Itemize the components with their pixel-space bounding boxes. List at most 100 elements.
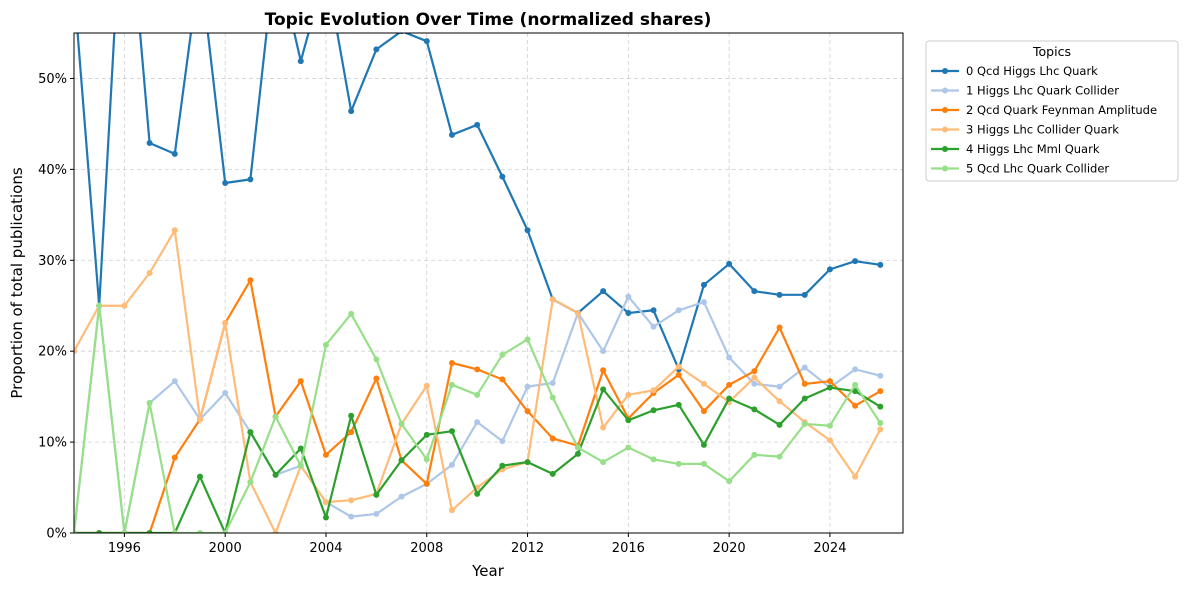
data-point <box>574 310 581 316</box>
data-point <box>726 478 733 485</box>
data-point <box>423 480 430 487</box>
x-tick-label: 2024 <box>813 541 846 556</box>
data-point <box>801 380 808 387</box>
data-point <box>448 507 455 514</box>
data-point <box>474 490 481 497</box>
data-point <box>247 429 254 436</box>
data-point <box>146 530 153 533</box>
legend-marker <box>942 68 948 74</box>
data-point <box>826 437 833 444</box>
data-point <box>373 356 380 363</box>
data-point <box>272 530 279 533</box>
x-tick-label: 2000 <box>209 541 242 556</box>
data-point <box>877 403 884 410</box>
data-point <box>650 456 657 463</box>
data-point <box>297 378 304 385</box>
y-tick-label: 40% <box>38 163 67 178</box>
legend-marker <box>942 87 948 94</box>
data-point <box>625 444 632 451</box>
data-point <box>700 380 707 387</box>
data-point <box>499 351 506 358</box>
grid <box>74 33 903 534</box>
data-point <box>146 400 153 406</box>
data-point <box>524 336 531 343</box>
data-point <box>74 530 77 533</box>
data-point <box>474 121 481 128</box>
data-point <box>600 386 607 393</box>
data-point <box>877 261 884 268</box>
data-point <box>600 367 607 374</box>
data-point <box>171 227 178 234</box>
series-3 <box>74 227 884 533</box>
data-point <box>171 378 178 385</box>
series-4 <box>74 384 884 533</box>
data-point <box>398 420 405 427</box>
data-point <box>297 58 304 65</box>
data-point <box>751 380 758 387</box>
data-point <box>448 461 455 468</box>
data-point <box>574 444 581 451</box>
data-point <box>852 402 859 409</box>
legend-item: 5 Qcd Lhc Quark Collider <box>931 162 1109 176</box>
series-layer <box>74 33 884 533</box>
legend-item: 3 Higgs Lhc Collider Quark <box>931 123 1119 137</box>
data-point <box>625 391 632 398</box>
data-point <box>348 497 355 504</box>
data-point <box>700 281 707 288</box>
data-point <box>348 412 355 419</box>
data-point <box>373 510 380 517</box>
data-point <box>272 413 279 420</box>
plot-frame <box>73 32 904 534</box>
data-point <box>398 457 405 464</box>
legend: Topics 0 Qcd Higgs Lhc Quark 1 Higgs Lhc … <box>925 40 1179 182</box>
x-tick-label: 2012 <box>511 541 544 556</box>
data-point <box>751 451 758 458</box>
data-point <box>625 417 632 424</box>
data-point <box>247 277 254 284</box>
data-point <box>297 445 304 452</box>
data-point <box>625 310 632 316</box>
y-tick-label: 50% <box>38 72 67 87</box>
data-point <box>474 391 481 398</box>
data-point <box>852 388 859 395</box>
legend-marker <box>942 146 948 152</box>
data-point <box>423 456 430 463</box>
data-point <box>600 288 607 295</box>
data-point <box>650 307 657 314</box>
data-point <box>700 408 707 415</box>
data-point <box>751 368 758 375</box>
y-axis: 0% 10% 20% 30% 40% 50% <box>38 72 74 542</box>
data-point <box>348 108 355 115</box>
data-point <box>852 366 859 373</box>
data-point <box>801 364 808 371</box>
data-point <box>423 38 430 45</box>
data-point <box>726 381 733 388</box>
data-point <box>877 426 884 433</box>
data-point <box>247 479 254 486</box>
data-point <box>348 513 355 520</box>
legend-item: 0 Qcd Higgs Lhc Quark <box>931 64 1098 78</box>
data-point <box>196 473 203 480</box>
data-point <box>726 260 733 267</box>
data-point <box>801 420 808 427</box>
data-point <box>348 310 355 317</box>
chart-title: Topic Evolution Over Time (normalized sh… <box>265 10 712 30</box>
x-axis-label: Year <box>471 562 505 580</box>
data-point <box>549 380 556 386</box>
data-point <box>322 341 329 348</box>
data-point <box>700 299 707 306</box>
series-5 <box>74 302 884 533</box>
legend-label: 5 Qcd Lhc Quark Collider <box>966 162 1109 176</box>
data-point <box>700 441 707 448</box>
legend-marker <box>942 107 948 113</box>
data-point <box>121 530 128 533</box>
data-point <box>146 270 153 276</box>
data-point <box>222 390 229 396</box>
data-point <box>776 398 783 405</box>
data-point <box>448 360 455 366</box>
data-point <box>776 383 783 390</box>
data-point <box>373 375 380 382</box>
legend-box <box>925 40 1179 182</box>
data-point <box>826 378 833 385</box>
x-tick-label: 2020 <box>713 541 746 556</box>
